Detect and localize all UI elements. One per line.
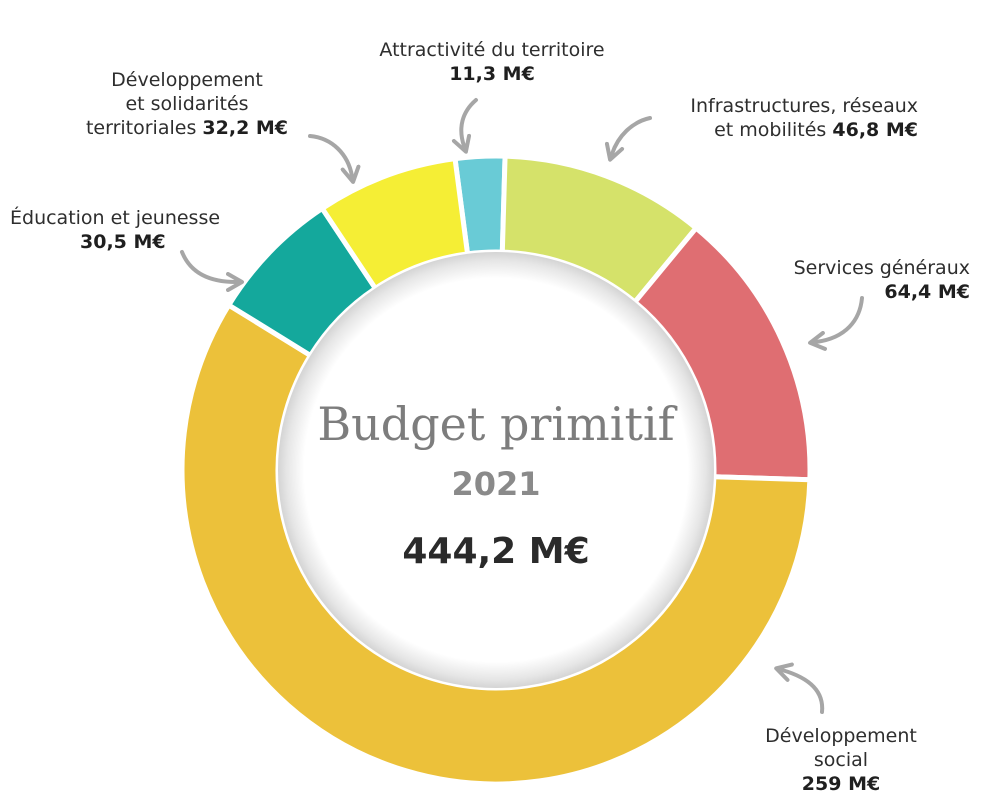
label-services-name: Services généraux	[793, 257, 970, 279]
label-infrastructures-value: 46,8 M€	[832, 119, 918, 141]
label-infrastructures: Infrastructures, réseaux et mobilités 46…	[664, 94, 918, 142]
label-attractivite: Attractivité du territoire 11,3 M€	[362, 38, 622, 86]
label-services: Services généraux 64,4 M€	[766, 256, 970, 304]
arrow-social	[774, 662, 825, 714]
center-title: Budget primitif	[317, 397, 677, 451]
label-solidarites: Développement et solidarités territorial…	[74, 68, 300, 140]
label-social: Développement social 259 M€	[752, 724, 930, 796]
label-social-value: 259 M€	[801, 773, 881, 795]
label-infrastructures-name-2: et mobilités	[714, 119, 827, 141]
label-solidarites-value: 32,2 M€	[202, 117, 289, 139]
label-solidarites-name-1: Développement	[111, 69, 263, 91]
label-services-value: 64,4 M€	[884, 281, 970, 303]
donut-hole	[278, 252, 714, 688]
arrow-education	[180, 250, 244, 292]
center-year: 2021	[451, 465, 540, 503]
label-attractivite-value: 11,3 M€	[449, 63, 535, 85]
label-social-name-2: social	[813, 749, 869, 771]
label-infrastructures-name-1: Infrastructures, réseaux	[690, 95, 918, 117]
arrow-attractivite	[451, 98, 478, 154]
arrow-solidarites	[308, 134, 361, 184]
center-total: 444,2 M€	[402, 531, 589, 572]
label-education-name: Éducation et jeunesse	[10, 207, 221, 229]
donut-slices	[179, 153, 813, 787]
arrow-infrastructures	[604, 116, 652, 162]
label-education: Éducation et jeunesse 30,5 M€	[10, 206, 250, 254]
label-solidarites-name-3: territoriales	[85, 117, 197, 139]
arrow-services	[808, 296, 864, 351]
label-education-value: 30,5 M€	[80, 231, 166, 253]
label-attractivite-name: Attractivité du territoire	[379, 39, 605, 61]
label-social-name-1: Développement	[765, 725, 917, 747]
label-solidarites-name-2: et solidarités	[125, 93, 249, 115]
